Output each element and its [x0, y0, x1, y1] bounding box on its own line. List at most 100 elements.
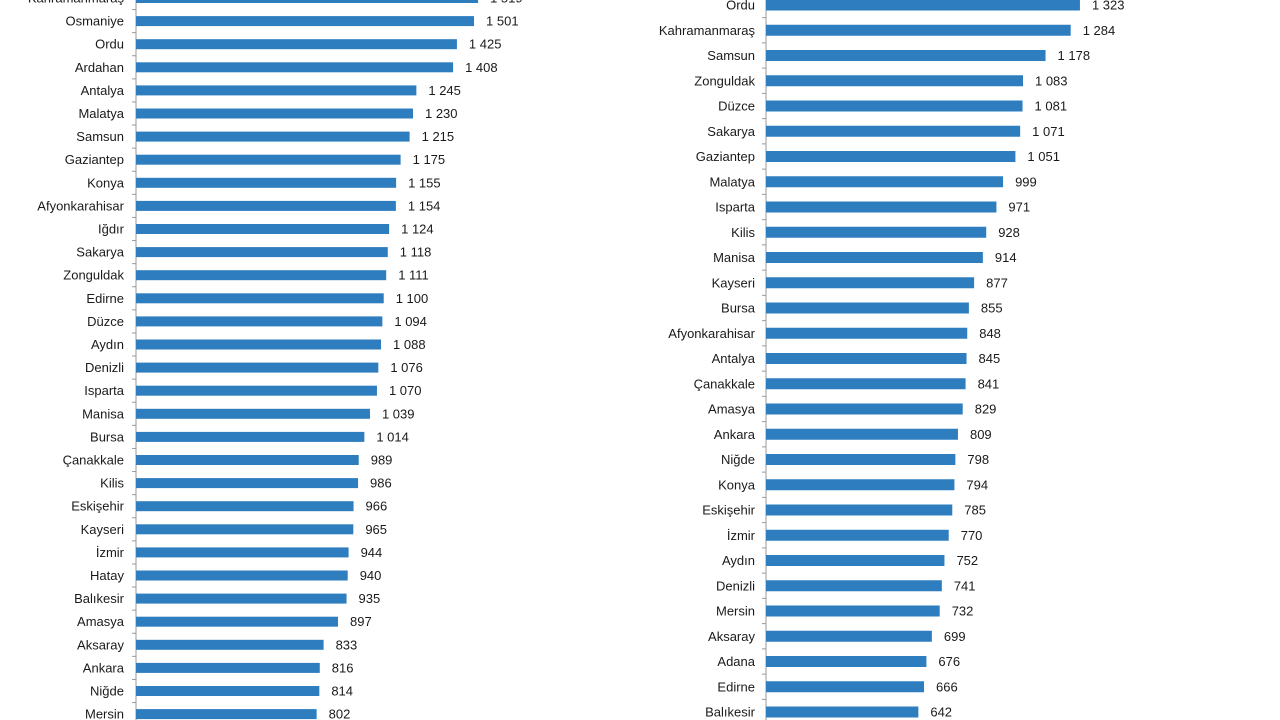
value-label: 741 [954, 578, 976, 593]
value-label: 1 124 [401, 222, 434, 237]
value-label: 798 [967, 452, 989, 467]
value-label: 928 [998, 225, 1020, 240]
category-label: Iğdır [98, 222, 125, 237]
bar [766, 327, 968, 339]
value-label: 971 [1008, 200, 1030, 215]
bar [136, 0, 479, 3]
category-label: Düzce [87, 314, 124, 329]
bar [136, 316, 383, 327]
value-label: 676 [938, 654, 960, 669]
bar [136, 270, 387, 281]
bar [136, 339, 382, 350]
value-label: 1 519 [490, 0, 523, 6]
value-label: 802 [329, 707, 351, 720]
bar [766, 378, 966, 390]
category-label: Niğde [90, 684, 124, 699]
bar [136, 686, 320, 696]
value-label: 1 083 [1035, 73, 1068, 88]
bar [766, 428, 958, 440]
category-label: Hatay [90, 568, 124, 583]
bar [766, 176, 1004, 188]
value-label: 1 230 [425, 106, 458, 121]
bar [766, 252, 983, 263]
category-label: Ordu [726, 0, 755, 13]
bar [766, 529, 949, 541]
value-label: 1 118 [400, 245, 432, 260]
category-label: Mersin [85, 707, 124, 720]
value-label: 848 [979, 326, 1001, 341]
bar [766, 277, 975, 289]
value-label: 944 [361, 545, 383, 560]
value-label: 914 [995, 250, 1017, 265]
value-label: 752 [956, 553, 978, 568]
category-label: Zonguldak [63, 268, 124, 283]
value-label: 1 178 [1058, 48, 1091, 63]
bar [766, 50, 1046, 61]
bar [766, 656, 927, 667]
bar [136, 639, 324, 650]
value-label: 1 245 [428, 83, 461, 98]
bar [766, 100, 1023, 112]
category-label: Antalya [712, 351, 756, 366]
value-label: 1 071 [1032, 124, 1065, 139]
category-label: Niğde [721, 452, 755, 467]
value-label: 794 [966, 477, 988, 492]
category-label: Edirne [717, 679, 755, 694]
bar [136, 177, 397, 188]
category-label: Amasya [708, 402, 756, 417]
value-label: 999 [1015, 174, 1037, 189]
value-label: 1 284 [1083, 23, 1116, 38]
category-label: Çanakkale [63, 453, 124, 468]
bar [136, 455, 359, 465]
category-label: İzmir [96, 545, 125, 560]
value-label: 1 155 [408, 175, 441, 190]
bar [766, 125, 1021, 137]
category-label: Samsun [707, 48, 755, 63]
category-label: Antalya [81, 83, 125, 98]
bar [766, 302, 969, 314]
value-label: 986 [370, 476, 392, 491]
category-label: Amasya [77, 614, 125, 629]
bar [136, 501, 354, 512]
category-label: Düzce [718, 99, 755, 114]
value-label: 1 154 [408, 198, 441, 213]
value-label: 966 [366, 499, 388, 514]
value-label: 1 215 [422, 129, 455, 144]
bar [136, 39, 457, 50]
value-label: 1 408 [465, 60, 498, 75]
bar [136, 616, 339, 627]
value-label: 1 014 [376, 429, 409, 444]
value-label: 1 051 [1027, 149, 1060, 164]
category-label: Eskişehir [71, 499, 124, 514]
bar [136, 131, 410, 142]
category-label: Aydın [91, 337, 124, 352]
category-label: Zonguldak [694, 73, 755, 88]
category-label: Kilis [731, 225, 755, 240]
bar [766, 630, 932, 642]
category-label: Gaziantep [696, 149, 755, 164]
category-label: Malatya [709, 174, 755, 189]
bar [136, 224, 390, 234]
value-label: 829 [975, 402, 997, 417]
category-label: Eskişehir [702, 503, 755, 518]
category-label: Kilis [100, 476, 124, 491]
category-label: Aksaray [77, 637, 124, 652]
bar [766, 504, 953, 516]
bar [136, 154, 401, 165]
category-label: Afyonkarahisar [668, 326, 755, 341]
bar [766, 201, 997, 213]
value-label: 1 175 [413, 152, 446, 167]
category-label: Ardahan [75, 60, 124, 75]
category-label: Osmaniye [65, 14, 124, 29]
category-label: Isparta [715, 200, 756, 215]
bar [766, 580, 942, 592]
bar [136, 408, 370, 419]
bar [766, 403, 963, 415]
category-label: Bursa [721, 301, 756, 316]
category-label: Aydın [722, 553, 755, 568]
category-label: Afyonkarahisar [37, 198, 124, 213]
value-label: 1 076 [390, 360, 423, 375]
value-label: 1 323 [1092, 0, 1125, 13]
bar [766, 75, 1023, 87]
